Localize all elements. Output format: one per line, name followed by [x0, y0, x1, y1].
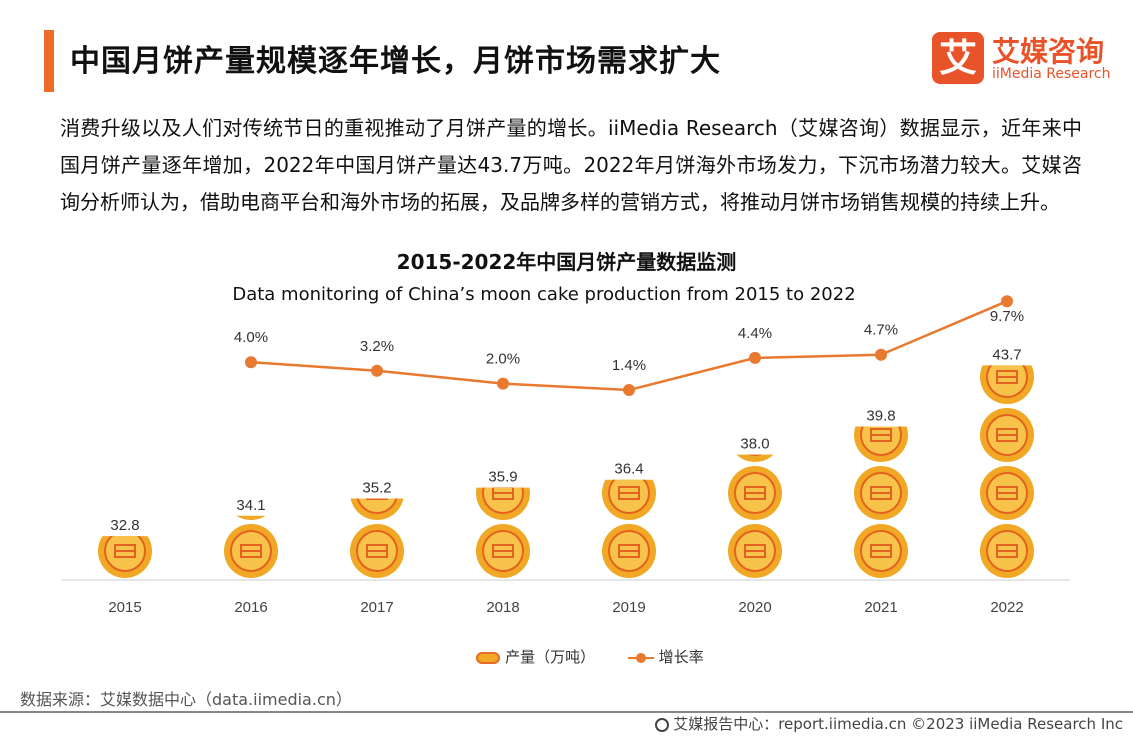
bar-value-label: 36.4	[614, 461, 643, 478]
growth-point	[1001, 295, 1013, 308]
mooncake-inner	[356, 498, 398, 514]
legend-item-production: 产量（万吨）	[476, 646, 595, 667]
x-tick-label: 2022	[990, 599, 1023, 616]
chart-title: 2015-2022年中国月饼产量数据监测	[396, 250, 737, 274]
bar-value-label: 38.0	[740, 436, 769, 453]
growth-point	[749, 351, 761, 364]
footer-divider	[0, 711, 1133, 713]
growth-point	[875, 348, 887, 361]
mooncake-icon	[736, 454, 774, 462]
growth-point	[245, 356, 257, 369]
bar-2016	[224, 515, 278, 578]
x-tick-label: 2016	[234, 599, 267, 616]
growth-label: 1.4%	[612, 357, 646, 374]
growth-label: 4.0%	[234, 329, 268, 346]
logo: 艾 艾媒咨询 iiMedia Research	[932, 30, 1122, 90]
x-tick-label: 2020	[738, 599, 771, 616]
x-tick-label: 2015	[108, 599, 141, 616]
x-tick-label: 2018	[486, 599, 519, 616]
data-source: 数据来源：艾媒数据中心（data.iimedia.cn）	[20, 690, 352, 709]
bar-value-label: 43.7	[992, 346, 1021, 363]
footer-text: 艾媒报告中心：report.iimedia.cn ©2023 iiMedia R…	[673, 715, 1123, 733]
mooncake-icon	[236, 515, 266, 520]
x-tick-label: 2019	[612, 599, 645, 616]
logo-text-cn: 艾媒咨询	[992, 35, 1105, 68]
legend-label-growth: 增长率	[658, 648, 704, 666]
growth-label: 4.7%	[864, 322, 898, 339]
bar-value-label: 35.2	[362, 480, 391, 497]
growth-label: 2.0%	[486, 351, 520, 368]
bar-value-label: 35.9	[488, 469, 517, 486]
footer: 艾媒报告中心：report.iimedia.cn ©2023 iiMedia R…	[655, 713, 1123, 734]
bar-value-label: 34.1	[236, 497, 265, 514]
page-title: 中国月饼产量规模逐年增长，月饼市场需求扩大	[70, 44, 721, 79]
logo-mark: 艾	[932, 32, 984, 84]
bar-2015	[98, 536, 152, 578]
mooncake-legend-icon	[476, 651, 501, 664]
bar-2017	[350, 498, 404, 578]
globe-icon	[655, 717, 670, 732]
growth-label: 4.4%	[738, 325, 772, 342]
bar-2018	[476, 487, 530, 578]
bar-2021	[854, 426, 908, 578]
growth-point	[623, 384, 635, 397]
bar-value-label: 39.8	[866, 407, 895, 424]
bar-2020	[728, 454, 782, 578]
logo-text-en: iiMedia Research	[992, 66, 1111, 82]
mooncake-pattern	[366, 498, 388, 500]
growth-label: 3.2%	[360, 338, 394, 355]
x-tick-label: 2021	[864, 599, 897, 616]
growth-point	[497, 377, 509, 390]
mooncake-inner	[747, 454, 763, 456]
intro-paragraph: 消费升级以及人们对传统节日的重视推动了月饼产量的增长。iiMedia Resea…	[60, 116, 1082, 214]
growth-label: 9.7%	[990, 308, 1024, 325]
bar-2022	[980, 365, 1034, 578]
bar-value-label: 32.8	[110, 517, 139, 534]
line-legend-icon	[627, 652, 654, 663]
growth-point	[371, 364, 383, 377]
chart-subtitle: Data monitoring of China’s moon cake pro…	[232, 284, 856, 305]
title-accent-bar	[44, 30, 54, 92]
bar-2019	[602, 479, 656, 578]
chart-legend: 产量（万吨） 增长率	[0, 646, 1133, 667]
legend-label-production: 产量（万吨）	[505, 648, 596, 666]
x-tick-label: 2017	[360, 599, 393, 616]
legend-item-growth: 增长率	[627, 646, 704, 667]
